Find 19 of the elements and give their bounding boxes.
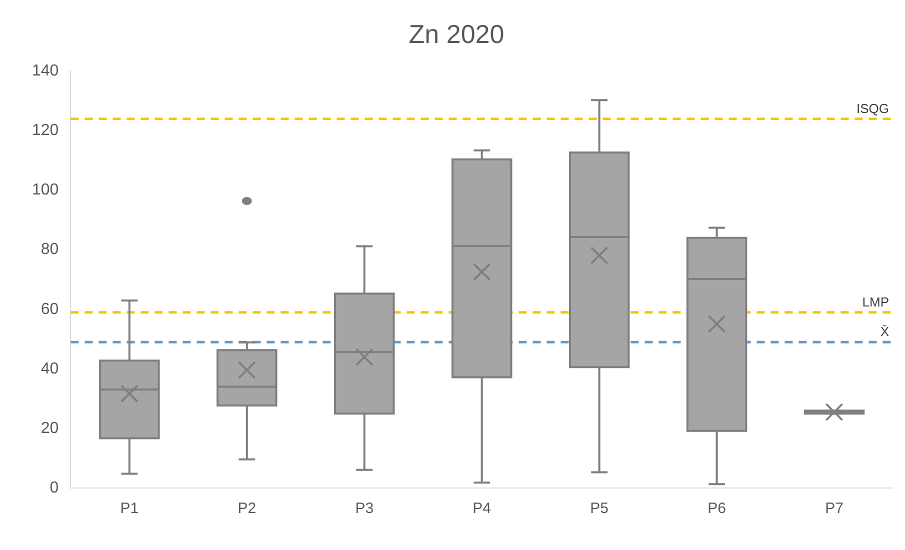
y-tick-label: 0 [50,479,59,496]
y-tick-label: 40 [40,360,59,378]
x-tick-label: P7 [825,500,844,518]
x-tick-label: P3 [355,500,374,518]
x-tick-label: P6 [708,500,726,518]
x-tick-label: P4 [472,500,492,518]
chart-title: Zn 2020 [408,18,504,49]
ref-line-label: X̄ [880,324,890,340]
x-tick-label: P5 [590,500,608,518]
y-tick-label: 140 [32,62,59,80]
y-tick-label: 20 [40,420,59,437]
y-tick-label: 100 [32,182,59,199]
x-tick-label: P1 [120,500,139,518]
x-tick-label: P2 [238,500,256,518]
ref-line-label: LMP [862,294,889,310]
y-tick-label: 120 [32,122,59,140]
y-tick-label: 60 [40,300,59,318]
ref-line-label: ISQG [856,100,889,116]
y-tick-label: 80 [40,241,59,258]
